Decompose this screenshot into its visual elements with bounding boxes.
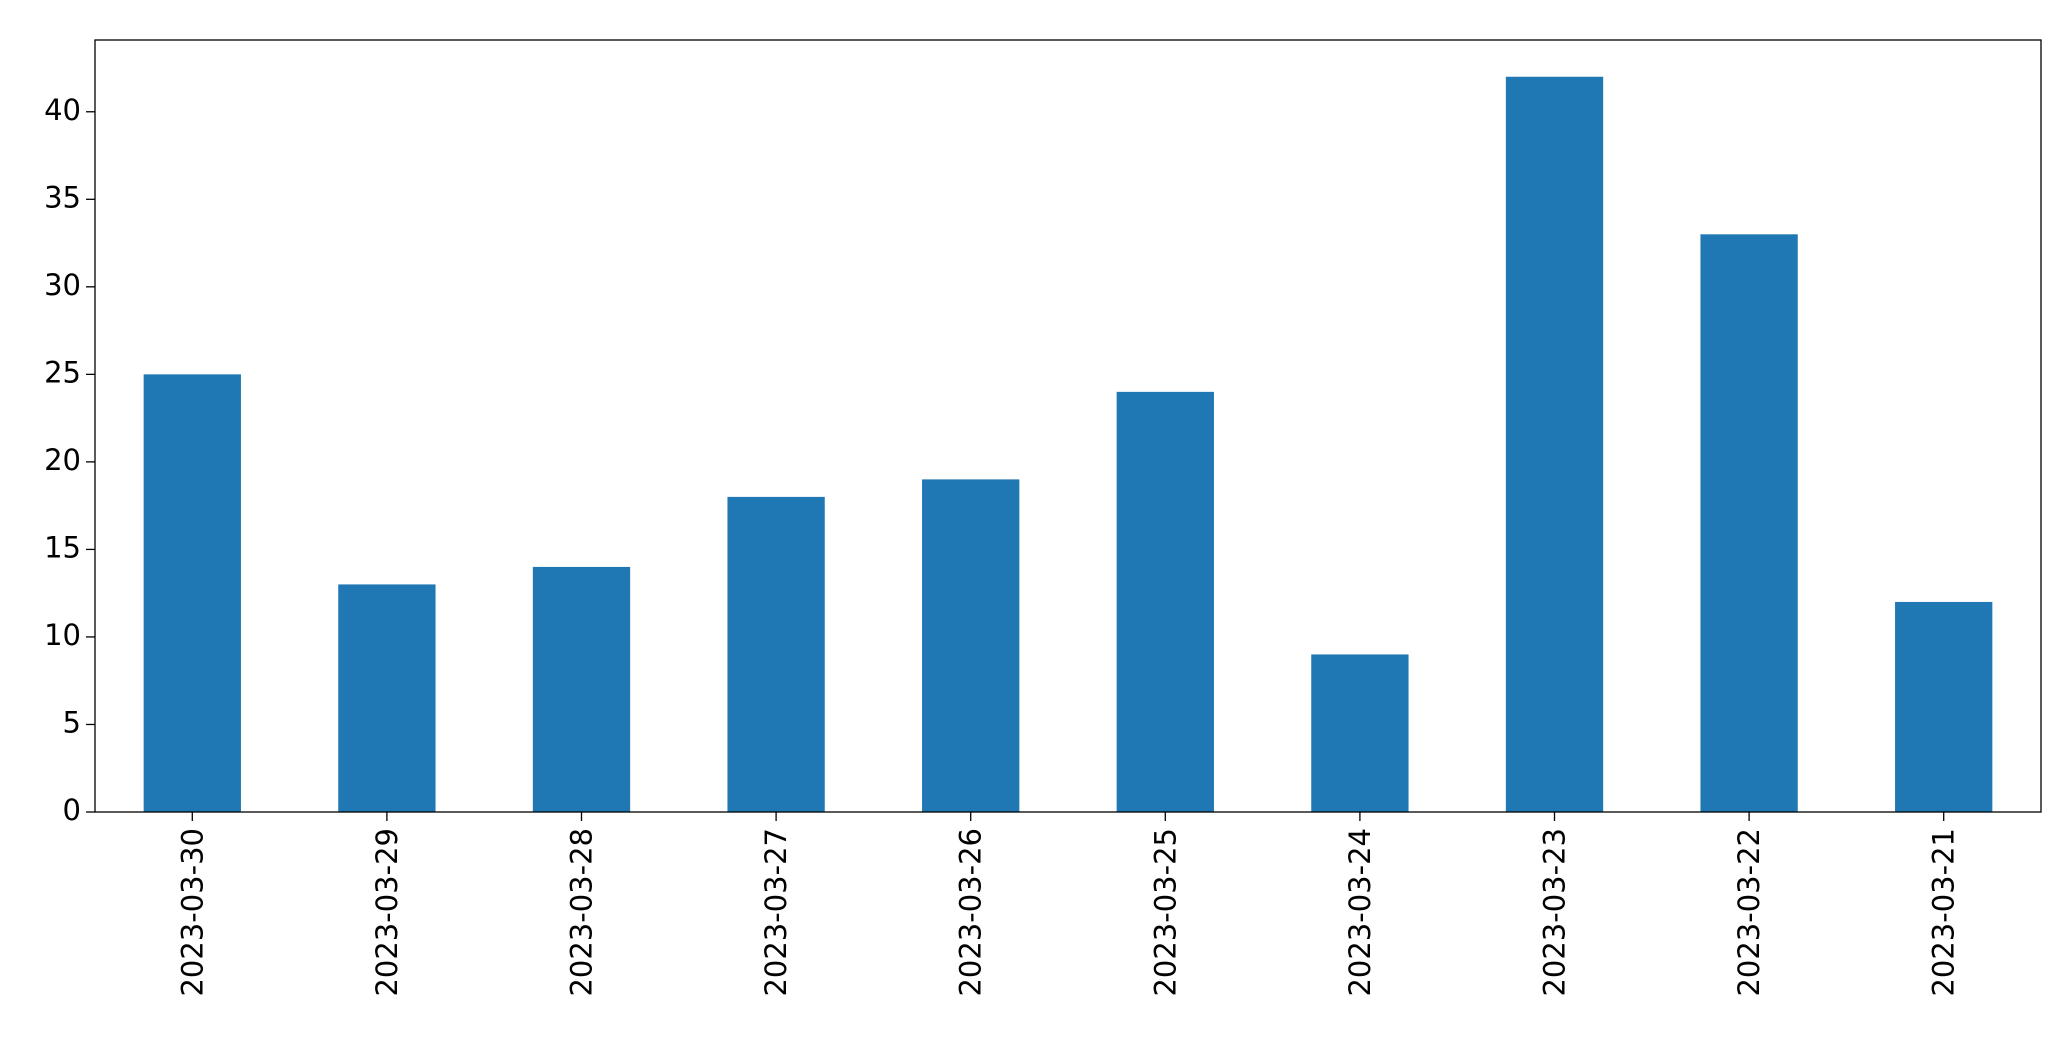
bar [1116,391,1214,812]
y-tick-label: 15 [44,530,81,564]
bar [727,496,825,812]
y-tick-label: 20 [44,443,81,477]
bar [143,374,241,812]
bar [1505,76,1604,812]
bar [1311,654,1409,812]
y-tick-label: 5 [63,705,81,739]
x-tick-label: 2023-03-25 [1148,828,1182,997]
x-tick-label: 2023-03-27 [759,828,793,997]
bar [338,584,436,812]
x-tick-label: 2023-03-26 [954,828,988,997]
x-tick-label: 2023-03-24 [1343,828,1377,997]
x-tick-label: 2023-03-23 [1538,828,1572,997]
bar [1700,234,1798,812]
y-tick-label: 25 [44,355,81,389]
y-tick-label: 10 [44,618,81,652]
axes-frame [94,39,2042,813]
y-tick-label: 40 [44,93,81,127]
bar [922,479,1020,812]
bar [1895,601,1993,812]
x-tick-label: 2023-03-28 [565,828,599,997]
x-tick-label: 2023-03-22 [1732,828,1766,997]
y-tick-label: 30 [44,268,81,302]
y-tick-label: 35 [44,180,81,214]
y-tick-label: 0 [63,793,81,827]
x-tick-label: 2023-03-30 [175,828,209,997]
bar [532,566,631,812]
x-tick-label: 2023-03-21 [1927,828,1961,997]
x-tick-label: 2023-03-29 [370,828,404,997]
